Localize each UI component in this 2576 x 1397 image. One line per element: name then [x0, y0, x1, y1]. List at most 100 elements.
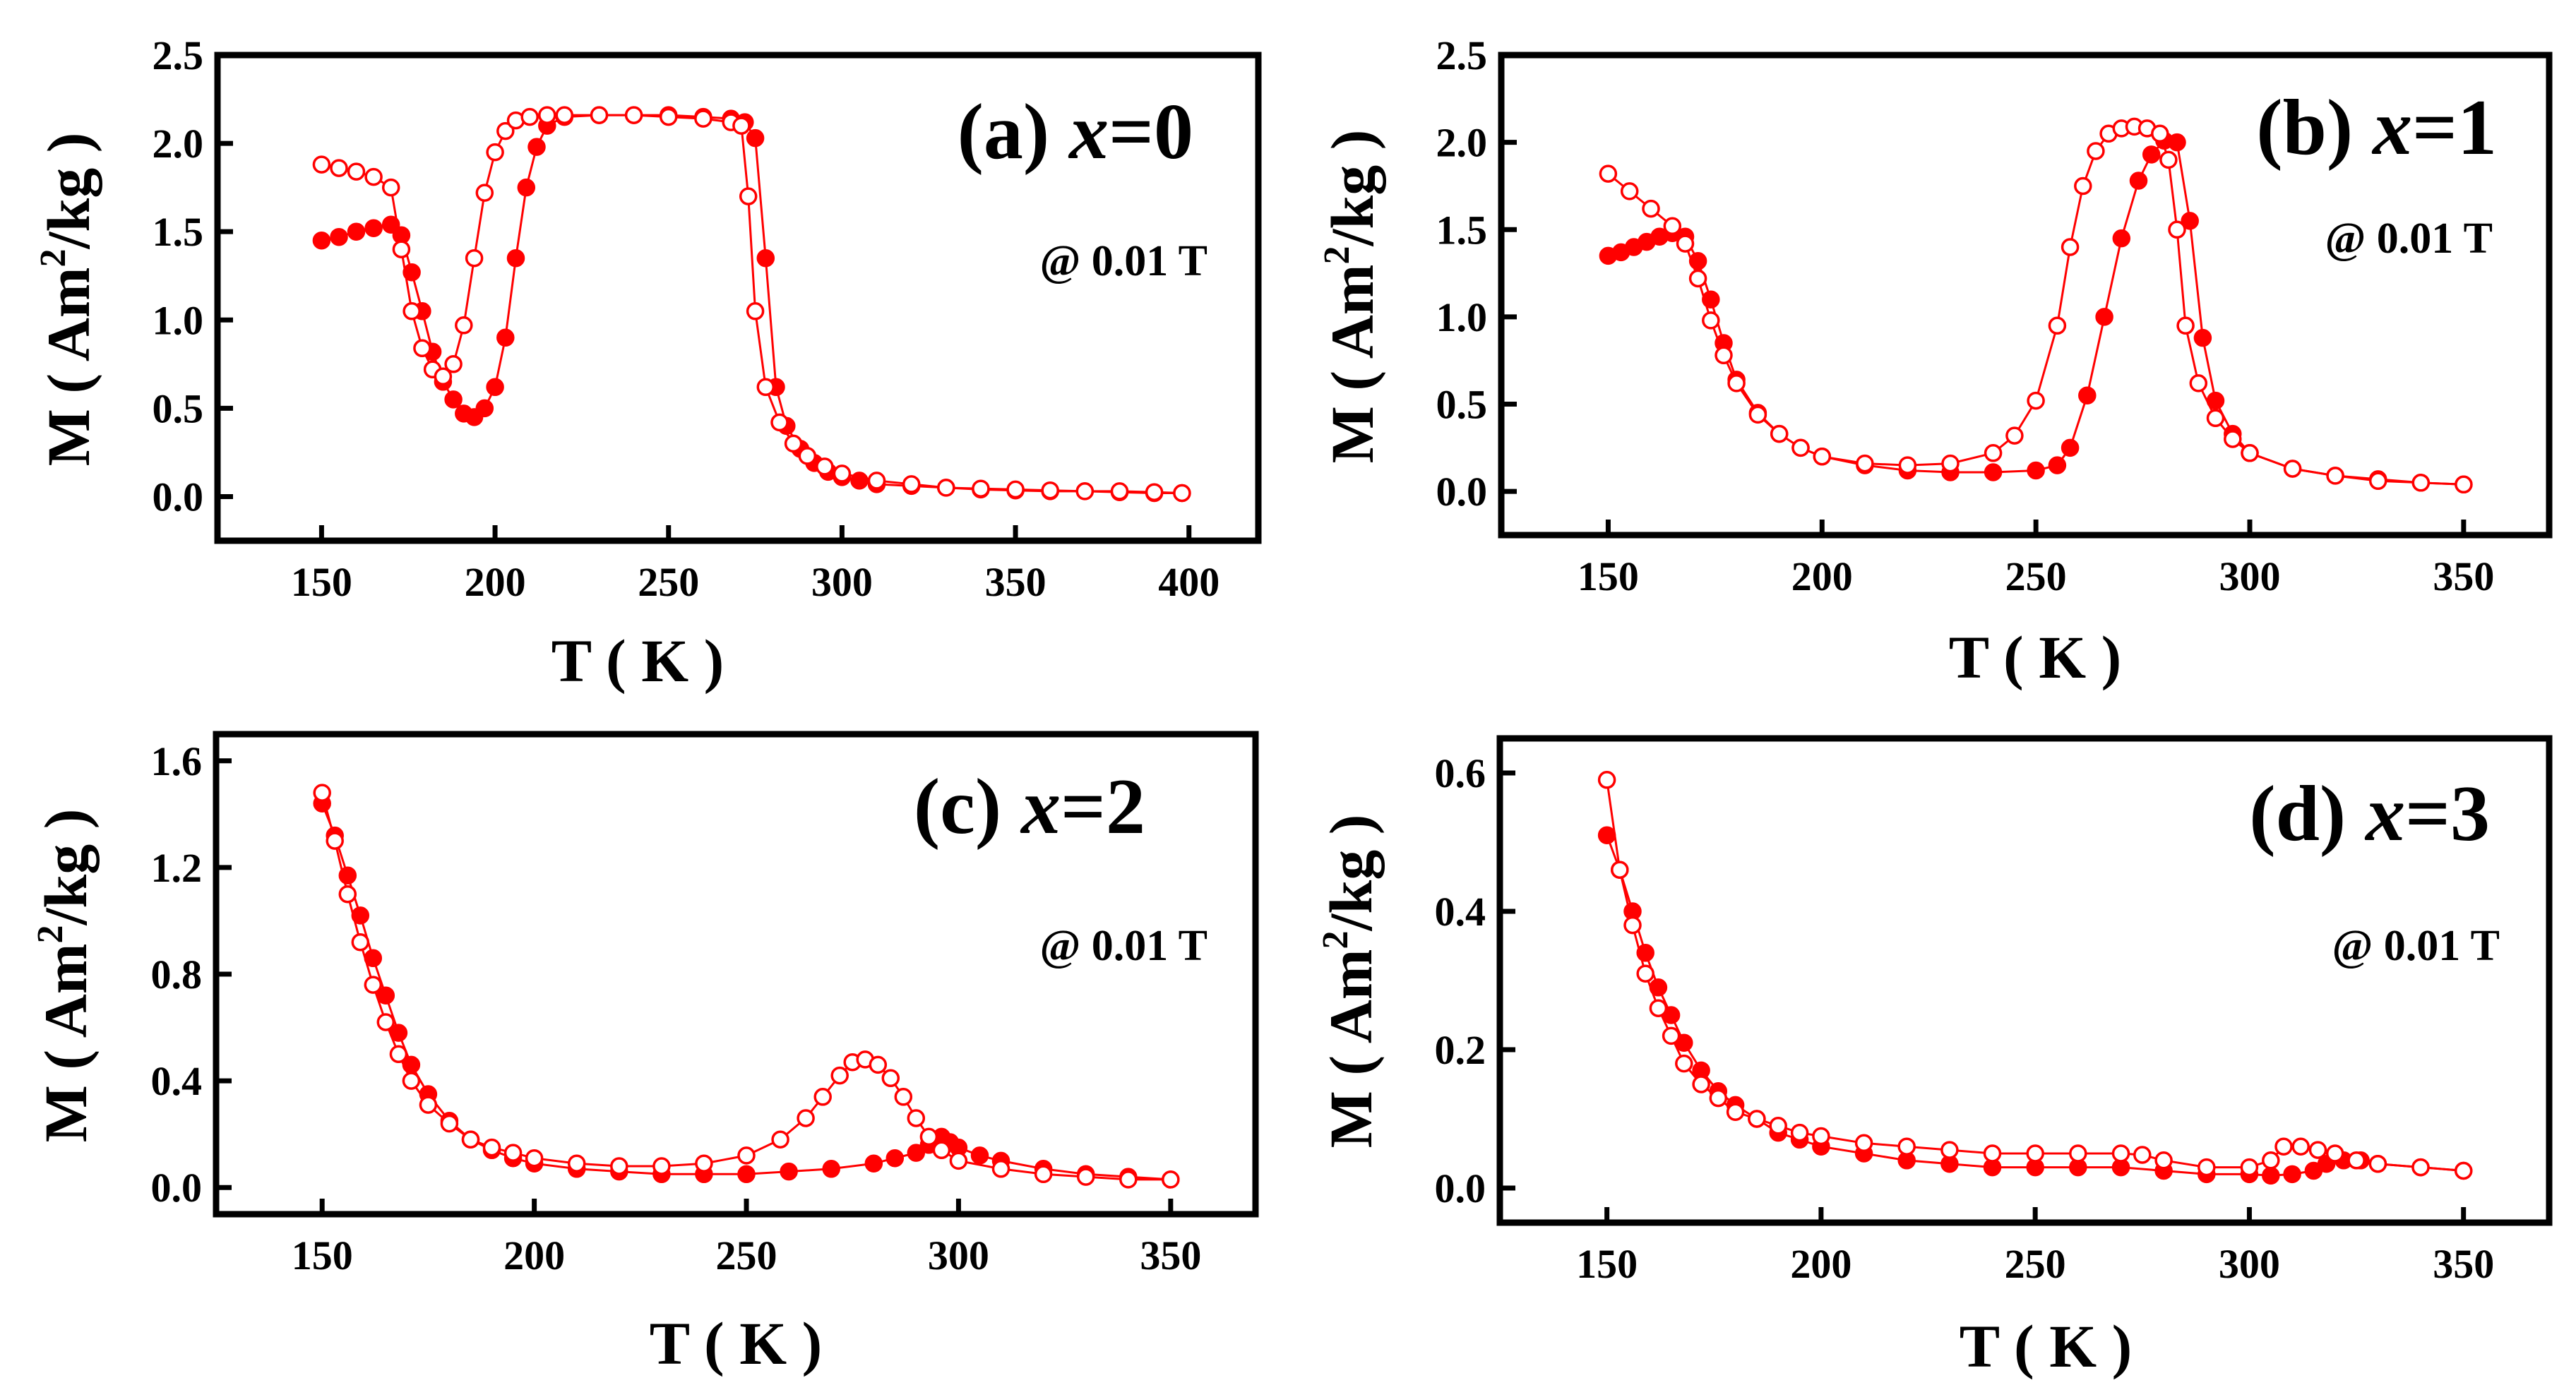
- chart-b-cooling-point: [1727, 374, 1746, 392]
- chart-c-cooling-point: [652, 1157, 671, 1175]
- chart-c-ytick-label: 0.4: [151, 1058, 203, 1104]
- chart-a-cooling-point: [867, 472, 886, 490]
- chart-a-cooling-point: [330, 159, 348, 177]
- chart-a-cooling-point: [659, 107, 678, 126]
- chart-b-cooling-point: [2176, 316, 2195, 335]
- chart-b-cooling-point: [1898, 456, 1917, 474]
- chart-d-cooling-point: [2198, 1158, 2216, 1177]
- chart-panel-a-xlabel: T ( K ): [551, 627, 724, 695]
- chart-b-cooling-point: [1676, 234, 1695, 253]
- chart-b-heating-point: [2181, 212, 2199, 230]
- chart-c-ytick-label: 0.8: [151, 952, 203, 997]
- chart-c-cooling-point: [567, 1154, 586, 1173]
- chart-d-cooling-point: [1611, 861, 1629, 879]
- chart-a-cooling-point: [739, 187, 758, 205]
- chart-panel-b-title: (b) x=1: [2256, 84, 2497, 172]
- chart-b-ytick-label: 0.5: [1436, 382, 1488, 428]
- chart-b-cooling-point: [2074, 176, 2092, 196]
- chart-b-ytick-label: 1.5: [1436, 207, 1488, 253]
- chart-b-cooling-point: [2061, 238, 2080, 256]
- chart-b-cooling-point: [2189, 374, 2208, 392]
- chart-a-cooling-point: [694, 109, 712, 128]
- chart-c-xtick-label: 200: [503, 1233, 565, 1278]
- chart-c-cooling-point: [771, 1130, 789, 1149]
- chart-b-cooling-point: [2368, 472, 2387, 491]
- chart-c-cooling-point: [1162, 1170, 1180, 1189]
- chart-a-heating-point: [486, 378, 504, 397]
- chart-b-cooling-point: [2326, 467, 2344, 485]
- chart-d-cooling-point: [2368, 1154, 2387, 1173]
- chart-d-cooling-point: [1649, 999, 1668, 1017]
- chart-c-cooling-point: [1119, 1170, 1138, 1189]
- chart-panel-c-field-label: @ 0.01 T: [1040, 922, 1208, 970]
- chart-panel-d-field-label: @ 0.01 T: [2332, 922, 2500, 970]
- chart-d-heating-line: [1606, 834, 2464, 1177]
- chart-a-cooling-point: [520, 107, 539, 126]
- chart-d-cooling-point: [2411, 1158, 2430, 1177]
- chart-c-cooling-point: [351, 933, 370, 952]
- chart-a-ytick-label: 0.5: [153, 385, 204, 431]
- chart-c-cooling-point: [313, 784, 331, 802]
- chart-b-cooling-point: [2206, 409, 2225, 428]
- chart-d-cooling-point: [2308, 1141, 2327, 1159]
- chart-b-xtick-label: 350: [2433, 553, 2494, 599]
- chart-c-heating-point: [737, 1165, 756, 1184]
- chart-b-xtick-label: 200: [1791, 553, 1853, 599]
- chart-panel-b: 150 200 250 300 350 0.0 0.5 1.0 1.5 2.0 2.5 (b) x=…: [1317, 32, 2553, 691]
- chart-b-cooling-point: [2159, 150, 2178, 169]
- chart-b-ytick-label: 2.5: [1436, 32, 1488, 78]
- chart-a-cooling-point: [413, 339, 431, 358]
- chart-a-xtick-label: 350: [985, 559, 1046, 605]
- chart-d-cooling-point: [2111, 1144, 2130, 1163]
- chart-c-cooling-point: [949, 1151, 968, 1170]
- chart-a-cooling-point: [475, 184, 494, 202]
- chart-d-ytick-label: 0.6: [1435, 750, 1486, 796]
- chart-panel-d-xlabel: T ( K ): [1960, 1312, 2132, 1380]
- chart-d-cooling-point: [2133, 1146, 2152, 1164]
- chart-c-ytick-label: 0.0: [151, 1165, 203, 1211]
- chart-a-cooling-point: [486, 143, 504, 162]
- chart-b-cooling-point: [1984, 444, 2003, 462]
- chart-panel-a-frame: [214, 52, 1262, 544]
- chart-c-cooling-point: [919, 1127, 938, 1146]
- chart-d-cooling-point: [1812, 1127, 1830, 1146]
- chart-b-cooling-point: [2224, 430, 2242, 448]
- chart-a-heating-point: [496, 328, 515, 347]
- chart-panel-c-xlabel: T ( K ): [650, 1309, 822, 1377]
- chart-panel-c-ylabel: M ( Am2/kg ): [30, 809, 100, 1143]
- chart-c-xtick-label: 300: [928, 1233, 989, 1278]
- chart-b-cooling-point: [1856, 454, 1874, 473]
- chart-b-cooling-point: [2283, 460, 2302, 478]
- chart-b-cooling-point: [2241, 444, 2259, 462]
- chart-a-cooling-point: [732, 116, 751, 135]
- chart-c-cooling-point: [503, 1144, 523, 1162]
- chart-a-cooling-point: [590, 106, 609, 124]
- chart-d-cooling-point: [2069, 1144, 2087, 1163]
- chart-b-cooling-point: [1748, 405, 1767, 424]
- chart-c-cooling-point: [376, 1013, 395, 1031]
- chart-panel-a: 150 200 250 300 350 400 0.0 0.5 1.0 1.5 2.0 2.5 (a)…: [33, 32, 1262, 695]
- chart-b-cooling-point: [1599, 164, 1618, 183]
- chart-a-heating-point: [444, 390, 463, 409]
- chart-c-cooling-point: [440, 1114, 459, 1133]
- chart-b-heating-point: [2193, 328, 2212, 347]
- chart-c-xtick-label: 150: [292, 1233, 353, 1278]
- chart-panel-d: 150 200 250 300 350 0.0 0.2 0.4 0.6 (d) x=3 @ 0.…: [1316, 735, 2553, 1380]
- chart-panel-d-marks: [1597, 771, 2473, 1185]
- chart-c-cooling-point: [932, 1141, 951, 1160]
- chart-d-cooling-point: [1636, 964, 1654, 983]
- chart-a-cooling-point: [1006, 480, 1025, 499]
- chart-d-xtick-label: 300: [2219, 1241, 2280, 1287]
- chart-c-cooling-point: [525, 1149, 544, 1168]
- chart-a-heating-point: [381, 215, 400, 234]
- chart-d-cooling-point: [1790, 1123, 1809, 1142]
- chart-d-xtick-label: 350: [2433, 1241, 2494, 1287]
- chart-b-heating-point: [1702, 290, 1720, 308]
- chart-a-cooling-point: [770, 413, 789, 432]
- chart-c-cooling-point: [338, 885, 357, 904]
- chart-c-cooling-point: [737, 1146, 756, 1165]
- chart-d-cooling-point: [2274, 1137, 2293, 1156]
- chart-b-heating-point: [2078, 386, 2097, 404]
- chart-a-cooling-point: [756, 378, 775, 397]
